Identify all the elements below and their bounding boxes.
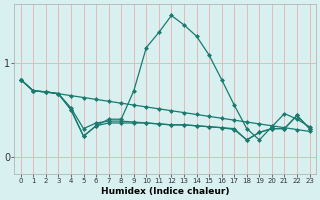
X-axis label: Humidex (Indice chaleur): Humidex (Indice chaleur) [101, 187, 229, 196]
